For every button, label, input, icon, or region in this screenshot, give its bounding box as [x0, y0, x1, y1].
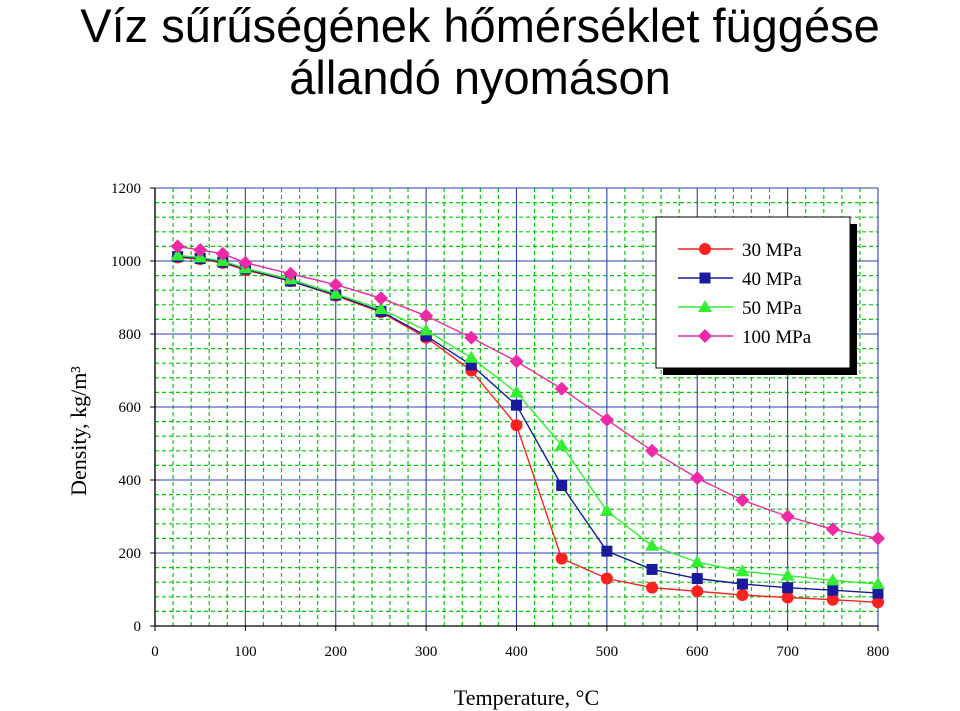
y-tick-label: 1200	[111, 181, 141, 197]
data-point	[780, 509, 795, 524]
data-point	[464, 330, 479, 345]
data-point	[599, 412, 614, 427]
data-point	[871, 577, 885, 590]
data-point	[782, 582, 794, 594]
legend-marker	[698, 300, 712, 312]
data-point	[735, 493, 750, 508]
y-axis-label: Density, kg/m³	[66, 366, 91, 496]
x-tick-label: 700	[776, 644, 799, 660]
x-tick-label: 100	[234, 644, 257, 660]
data-point	[601, 545, 613, 557]
data-point	[170, 239, 185, 254]
data-point	[735, 564, 750, 577]
data-point	[419, 308, 434, 323]
x-tick-label: 500	[596, 644, 619, 660]
y-tick-label: 400	[119, 473, 142, 489]
data-point	[691, 573, 703, 585]
data-point	[780, 568, 795, 581]
y-tick-label: 600	[119, 400, 142, 416]
data-point	[419, 323, 434, 336]
legend-label: 30 MPa	[742, 240, 802, 261]
data-point	[170, 248, 185, 261]
data-point	[464, 350, 479, 363]
data-point	[328, 277, 343, 292]
data-point	[283, 266, 298, 281]
data-point	[646, 563, 658, 575]
data-point	[825, 522, 840, 537]
data-point	[465, 359, 477, 371]
data-point	[871, 531, 885, 546]
series-line	[177, 254, 879, 585]
legend-marker	[699, 243, 711, 255]
data-point	[373, 302, 388, 315]
data-point	[645, 538, 660, 551]
data-point	[511, 399, 522, 411]
x-tick-label: 200	[325, 644, 348, 660]
x-tick-label: 800	[867, 644, 890, 660]
legend-label: 100 MPa	[742, 327, 812, 348]
data-point	[736, 578, 748, 590]
data-point	[872, 596, 884, 609]
data-point	[736, 588, 749, 601]
data-point	[509, 354, 524, 369]
legend-box	[655, 216, 851, 369]
slide-title-line2: állandó nyomáson	[289, 51, 671, 104]
data-point	[872, 587, 884, 599]
data-point	[215, 246, 230, 261]
data-point	[690, 555, 705, 568]
data-point	[238, 255, 253, 270]
x-axis-label: Temperature, °C	[454, 685, 599, 710]
x-tick-label: 600	[686, 644, 709, 660]
x-tick-label: 400	[505, 644, 528, 660]
data-point	[827, 584, 839, 596]
data-point	[328, 286, 343, 299]
data-point	[555, 552, 568, 565]
data-point	[510, 419, 523, 432]
data-point	[645, 443, 660, 458]
legend-label: 40 MPa	[742, 269, 802, 290]
data-point	[690, 471, 705, 486]
legend-label: 50 MPa	[742, 298, 802, 319]
slide-title-line1: Víz sűrűségének hőmérséklet függése	[80, 0, 880, 52]
data-point	[646, 581, 659, 594]
legend-marker	[699, 272, 711, 284]
legend-marker	[698, 329, 712, 343]
data-point	[554, 381, 569, 396]
x-tick-label: 300	[415, 644, 438, 660]
series-group	[170, 239, 885, 609]
data-point	[691, 585, 704, 598]
data-point	[420, 330, 432, 342]
tick-labels: 0 100 200 300 400 500 600 700 800 0 200 400 600 800 10…	[111, 181, 889, 660]
series-50-mpa	[170, 248, 885, 590]
data-point	[781, 591, 794, 604]
data-point	[509, 385, 524, 398]
data-point	[826, 593, 839, 606]
data-point	[825, 573, 840, 586]
data-point	[554, 438, 569, 451]
y-tick-label: 0	[134, 619, 142, 635]
data-point	[556, 479, 568, 491]
y-tick-label: 1000	[111, 254, 141, 270]
y-tick-label: 800	[119, 327, 142, 343]
y-tick-label: 200	[119, 546, 142, 562]
data-point	[193, 243, 208, 258]
series-100-mpa	[170, 239, 885, 546]
data-point	[599, 504, 614, 517]
x-tick-label: 0	[151, 644, 159, 660]
legend: 30 MPa 40 MPa 50 MPa 100 MPa	[655, 216, 857, 375]
slide-title: Víz sűrűségének hőmérséklet függése álla…	[0, 0, 960, 104]
data-point	[600, 572, 613, 585]
data-point	[373, 291, 388, 306]
